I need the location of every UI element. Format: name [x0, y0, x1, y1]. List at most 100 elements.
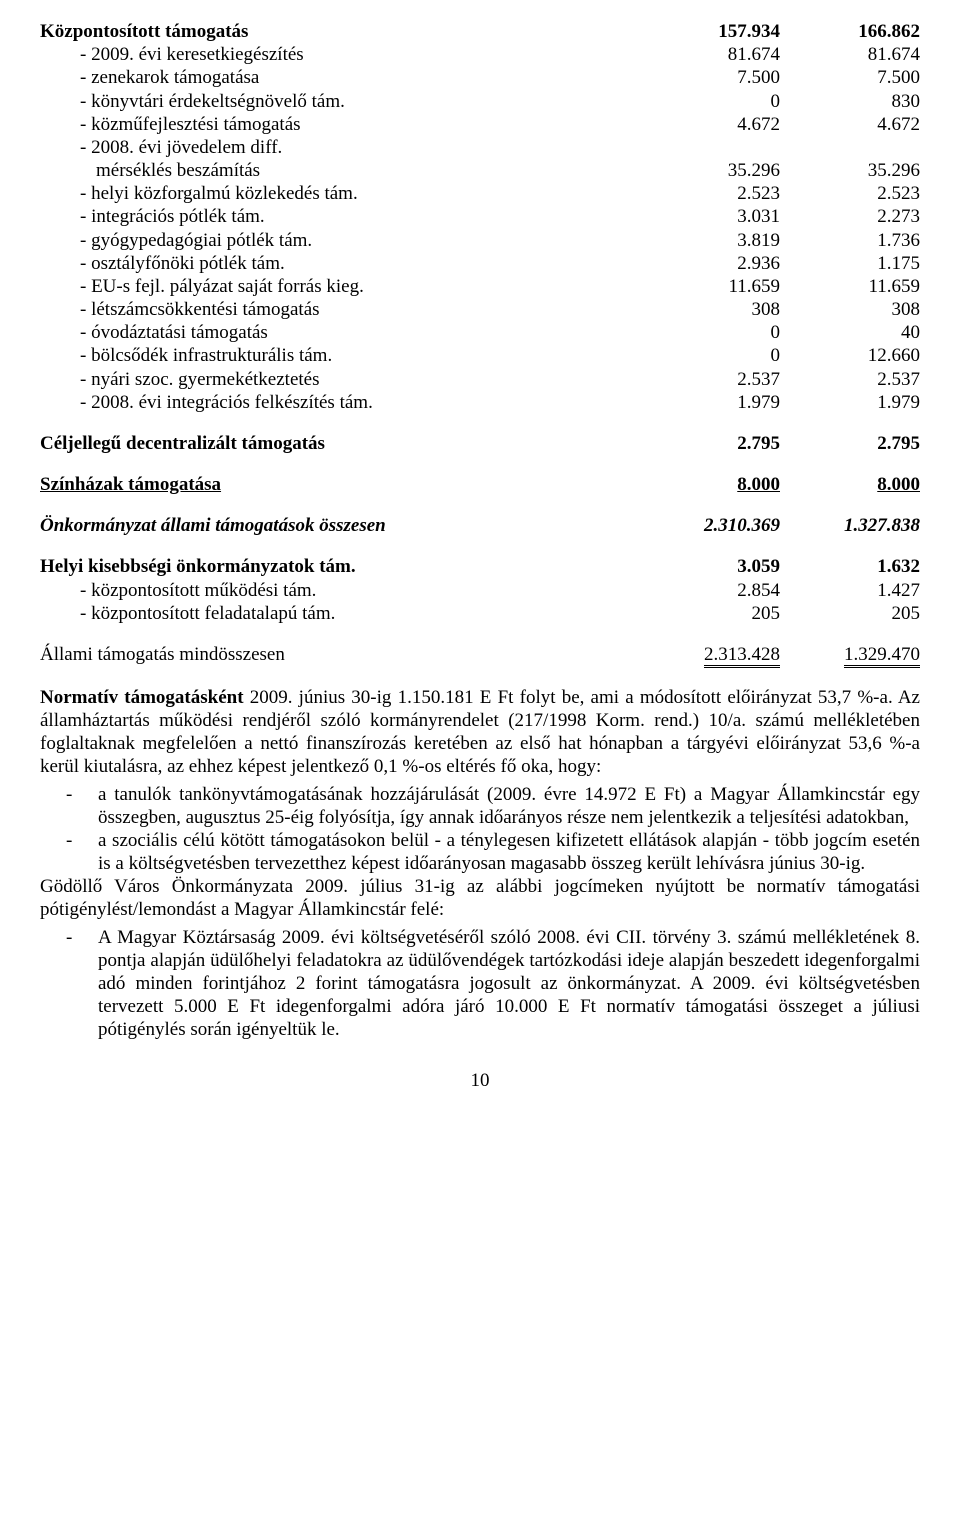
- cell-col-b: 1.329.470: [780, 643, 920, 668]
- cell-col-b: 35.296: [780, 159, 920, 182]
- cell-label: Önkormányzat állami támogatások összesen: [40, 514, 660, 537]
- cell-label: Színházak támogatása: [40, 473, 660, 496]
- cell-label: Helyi kisebbségi önkormányzatok tám.: [40, 555, 660, 578]
- cell-label: - óvodáztatási támogatás: [40, 321, 660, 344]
- cell-col-b: 81.674: [780, 43, 920, 66]
- cell-col-a: 7.500: [660, 66, 780, 89]
- cell-label: - zenekarok támogatása: [40, 66, 660, 89]
- cell-col-b: 1.427: [780, 579, 920, 602]
- table-row: - nyári szoc. gyermekétkeztetés 2.537 2.…: [40, 368, 920, 391]
- table-row: - központosított feladatalapú tám. 205 2…: [40, 602, 920, 625]
- cell-col-a: 4.672: [660, 113, 780, 136]
- cell-col-a: 308: [660, 298, 780, 321]
- cell-col-b: 7.500: [780, 66, 920, 89]
- cell-label: - bölcsődék infrastrukturális tám.: [40, 344, 660, 367]
- cell-col-a: 2.537: [660, 368, 780, 391]
- cell-col-a: 11.659: [660, 275, 780, 298]
- cell-col-a: 0: [660, 321, 780, 344]
- list-item: A Magyar Köztársaság 2009. évi költségve…: [40, 926, 920, 1042]
- cell-label: - integrációs pótlék tám.: [40, 205, 660, 228]
- cell-label: - 2008. évi jövedelem diff.: [40, 136, 660, 159]
- cell-col-b: 1.632: [780, 555, 920, 578]
- cell-col-b: 830: [780, 90, 920, 113]
- list-item-text: a tanulók tankönyvtámogatásának hozzájár…: [98, 783, 920, 829]
- table-row: - bölcsődék infrastrukturális tám. 0 12.…: [40, 344, 920, 367]
- paragraph-normative: Normatív támogatásként 2009. június 30-i…: [40, 686, 920, 779]
- cell-label: - könyvtári érdekeltségnövelő tám.: [40, 90, 660, 113]
- cell-col-a: 2.854: [660, 579, 780, 602]
- list-item-text: a szociális célú kötött támogatásokon be…: [98, 829, 920, 875]
- cell-label: - központosított működési tám.: [40, 579, 660, 602]
- list-item: a tanulók tankönyvtámogatásának hozzájár…: [40, 783, 920, 829]
- support-table: Központosított támogatás 157.934 166.862…: [40, 20, 920, 668]
- cell-label: mérséklés beszámítás: [40, 159, 660, 182]
- cell-col-a: 35.296: [660, 159, 780, 182]
- table-row: - integrációs pótlék tám. 3.031 2.273: [40, 205, 920, 228]
- table-row: - helyi közforgalmú közlekedés tám. 2.52…: [40, 182, 920, 205]
- cell-col-b: 11.659: [780, 275, 920, 298]
- row-celjellegu: Céljellegű decentralizált támogatás 2.79…: [40, 432, 920, 455]
- row-szinhazak: Színházak támogatása 8.000 8.000: [40, 473, 920, 496]
- cell-col-b: 2.273: [780, 205, 920, 228]
- bullet-list-2: A Magyar Köztársaság 2009. évi költségve…: [40, 926, 920, 1042]
- table-row: - EU-s fejl. pályázat saját forrás kieg.…: [40, 275, 920, 298]
- cell-col-b: 40: [780, 321, 920, 344]
- table-row: - 2008. évi jövedelem diff.: [40, 136, 920, 159]
- cell-col-a: 2.313.428: [660, 643, 780, 668]
- cell-col-b: 1.736: [780, 229, 920, 252]
- cell-col-b: 1.979: [780, 391, 920, 414]
- cell-label: Céljellegű decentralizált támogatás: [40, 432, 660, 455]
- cell-label: - osztályfőnöki pótlék tám.: [40, 252, 660, 275]
- cell-col-a: 3.819: [660, 229, 780, 252]
- cell-label: - helyi közforgalmú közlekedés tám.: [40, 182, 660, 205]
- cell-col-b: 166.862: [780, 20, 920, 43]
- cell-label: - nyári szoc. gyermekétkeztetés: [40, 368, 660, 391]
- cell-col-a: 2.795: [660, 432, 780, 455]
- cell-col-b: 2.537: [780, 368, 920, 391]
- row-total-kozpontositott: Központosított támogatás 157.934 166.862: [40, 20, 920, 43]
- cell-col-a: 2.936: [660, 252, 780, 275]
- cell-col-a: 157.934: [660, 20, 780, 43]
- cell-label: Központosított támogatás: [40, 20, 660, 43]
- cell-col-b: 4.672: [780, 113, 920, 136]
- table-row: - óvodáztatási támogatás 0 40: [40, 321, 920, 344]
- cell-label: - gyógypedagógiai pótlék tám.: [40, 229, 660, 252]
- table-row: - könyvtári érdekeltségnövelő tám. 0 830: [40, 90, 920, 113]
- cell-label: - 2008. évi integrációs felkészítés tám.: [40, 391, 660, 414]
- cell-col-a: 3.031: [660, 205, 780, 228]
- row-mindosszesen: Állami támogatás mindösszesen 2.313.428 …: [40, 643, 920, 668]
- cell-col-b: 1.327.838: [780, 514, 920, 537]
- cell-col-a: 81.674: [660, 43, 780, 66]
- row-onkormanyzat-osszesen: Önkormányzat állami támogatások összesen…: [40, 514, 920, 537]
- cell-col-a: 2.310.369: [660, 514, 780, 537]
- cell-col-b: 12.660: [780, 344, 920, 367]
- cell-col-a: 1.979: [660, 391, 780, 414]
- table-row: - 2009. évi keresetkiegészítés 81.674 81…: [40, 43, 920, 66]
- table-row: - zenekarok támogatása 7.500 7.500: [40, 66, 920, 89]
- list-item-text: A Magyar Köztársaság 2009. évi költségve…: [98, 926, 920, 1042]
- cell-col-a: 3.059: [660, 555, 780, 578]
- list-item: a szociális célú kötött támogatásokon be…: [40, 829, 920, 875]
- row-helyi-kisebbsegi: Helyi kisebbségi önkormányzatok tám. 3.0…: [40, 555, 920, 578]
- cell-col-a: 205: [660, 602, 780, 625]
- cell-label: Állami támogatás mindösszesen: [40, 643, 660, 666]
- document-page: Központosított támogatás 157.934 166.862…: [0, 0, 960, 1133]
- cell-col-a: 8.000: [660, 473, 780, 496]
- table-row: - 2008. évi integrációs felkészítés tám.…: [40, 391, 920, 414]
- table-row: mérséklés beszámítás 35.296 35.296: [40, 159, 920, 182]
- paragraph-godollo: Gödöllő Város Önkormányzata 2009. július…: [40, 875, 920, 921]
- table-row: - osztályfőnöki pótlék tám. 2.936 1.175: [40, 252, 920, 275]
- cell-col-b: 2.795: [780, 432, 920, 455]
- cell-label: - létszámcsökkentési támogatás: [40, 298, 660, 321]
- paragraph-lead: Normatív támogatásként: [40, 687, 244, 708]
- cell-col-b: 308: [780, 298, 920, 321]
- cell-label: - EU-s fejl. pályázat saját forrás kieg.: [40, 275, 660, 298]
- cell-label: - 2009. évi keresetkiegészítés: [40, 43, 660, 66]
- cell-col-a: 0: [660, 344, 780, 367]
- cell-label: - közműfejlesztési támogatás: [40, 113, 660, 136]
- cell-col-a: 2.523: [660, 182, 780, 205]
- table-row: - közműfejlesztési támogatás 4.672 4.672: [40, 113, 920, 136]
- cell-col-b: 8.000: [780, 473, 920, 496]
- table-row: - gyógypedagógiai pótlék tám. 3.819 1.73…: [40, 229, 920, 252]
- cell-col-b: 2.523: [780, 182, 920, 205]
